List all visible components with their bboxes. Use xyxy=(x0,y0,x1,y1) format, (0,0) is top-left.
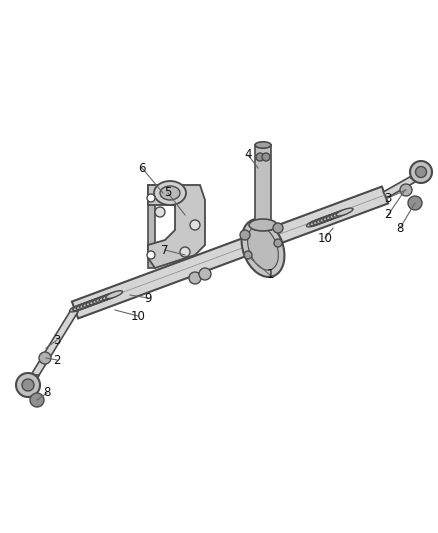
Text: 5: 5 xyxy=(164,187,172,199)
Circle shape xyxy=(410,161,432,183)
Text: 8: 8 xyxy=(43,386,51,400)
Circle shape xyxy=(155,207,165,217)
Polygon shape xyxy=(16,375,39,394)
Text: 10: 10 xyxy=(131,310,145,322)
Circle shape xyxy=(256,153,264,161)
Ellipse shape xyxy=(73,303,90,311)
Polygon shape xyxy=(32,308,78,377)
Text: 10: 10 xyxy=(318,231,332,245)
Circle shape xyxy=(274,239,282,247)
Ellipse shape xyxy=(320,214,337,222)
Ellipse shape xyxy=(102,292,119,300)
Circle shape xyxy=(180,247,190,257)
Circle shape xyxy=(408,196,422,210)
Circle shape xyxy=(16,373,40,397)
Ellipse shape xyxy=(160,186,180,200)
Circle shape xyxy=(147,251,155,259)
Ellipse shape xyxy=(241,219,284,277)
Ellipse shape xyxy=(89,297,106,304)
Polygon shape xyxy=(72,187,388,318)
Ellipse shape xyxy=(70,304,86,312)
Circle shape xyxy=(190,220,200,230)
Ellipse shape xyxy=(329,211,346,219)
Ellipse shape xyxy=(154,181,186,205)
Polygon shape xyxy=(255,145,271,230)
Ellipse shape xyxy=(106,290,123,298)
Ellipse shape xyxy=(96,294,113,302)
Circle shape xyxy=(199,268,211,280)
Ellipse shape xyxy=(336,208,353,216)
Text: 9: 9 xyxy=(144,292,152,304)
Ellipse shape xyxy=(92,296,110,303)
Ellipse shape xyxy=(307,219,324,227)
Circle shape xyxy=(240,230,250,240)
Ellipse shape xyxy=(249,219,277,231)
Polygon shape xyxy=(411,172,432,182)
Ellipse shape xyxy=(79,301,96,308)
Ellipse shape xyxy=(86,298,103,306)
Text: 1: 1 xyxy=(266,269,274,281)
Text: 8: 8 xyxy=(396,222,404,235)
Polygon shape xyxy=(148,185,155,268)
Circle shape xyxy=(30,393,44,407)
Circle shape xyxy=(147,194,155,202)
Circle shape xyxy=(273,223,283,233)
Ellipse shape xyxy=(333,209,350,217)
Text: 4: 4 xyxy=(244,149,252,161)
Ellipse shape xyxy=(316,215,333,223)
Circle shape xyxy=(189,272,201,284)
Ellipse shape xyxy=(247,226,279,270)
Text: 7: 7 xyxy=(161,244,169,256)
Circle shape xyxy=(416,166,427,177)
Ellipse shape xyxy=(326,212,343,220)
Text: 2: 2 xyxy=(53,353,61,367)
Polygon shape xyxy=(383,175,417,198)
Text: 2: 2 xyxy=(384,208,392,222)
Text: 3: 3 xyxy=(384,191,392,205)
Ellipse shape xyxy=(99,293,116,301)
Circle shape xyxy=(400,184,412,196)
Ellipse shape xyxy=(323,213,340,221)
Circle shape xyxy=(244,251,252,259)
Circle shape xyxy=(22,379,34,391)
Ellipse shape xyxy=(255,142,271,148)
Ellipse shape xyxy=(313,216,330,224)
Ellipse shape xyxy=(83,299,99,307)
Circle shape xyxy=(262,153,270,161)
Ellipse shape xyxy=(76,302,93,310)
Ellipse shape xyxy=(310,218,327,225)
Text: 3: 3 xyxy=(53,334,61,346)
Polygon shape xyxy=(148,185,205,268)
Text: 6: 6 xyxy=(138,161,146,174)
Circle shape xyxy=(39,352,51,364)
